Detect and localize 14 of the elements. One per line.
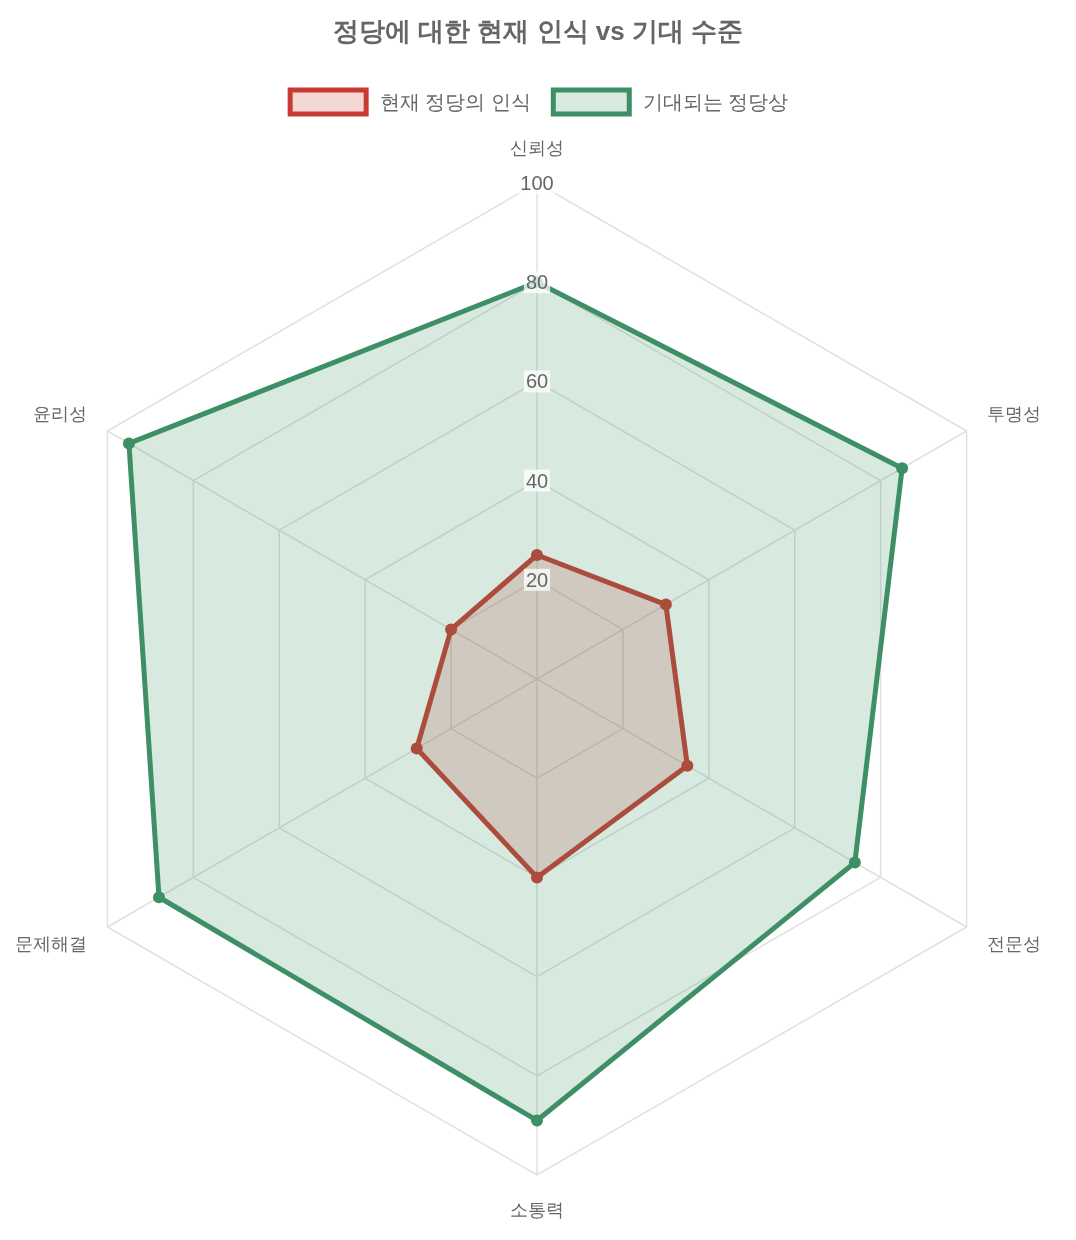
spoke-label: 전문성 xyxy=(986,934,1041,955)
spoke-label: 윤리성 xyxy=(33,403,88,424)
y-tick-label: 60 xyxy=(525,370,549,393)
y-tick-label: 40 xyxy=(525,469,549,492)
legend-label: 현재 정당의 인식 xyxy=(379,91,531,113)
chart-title: 정당에 대한 현재 인식 vs 기대 수준 xyxy=(332,16,744,46)
legend-label: 기대되는 정당상 xyxy=(642,91,789,113)
spoke-label: 신뢰성 xyxy=(510,138,564,159)
spoke-label: 소통력 xyxy=(510,1199,564,1220)
y-tick-label: 80 xyxy=(525,271,549,294)
y-tick-label: 100 xyxy=(520,172,554,194)
spoke-label: 투명성 xyxy=(986,403,1041,424)
spoke-label: 문제해결 xyxy=(15,934,88,955)
y-tick-label: 20 xyxy=(525,568,549,591)
